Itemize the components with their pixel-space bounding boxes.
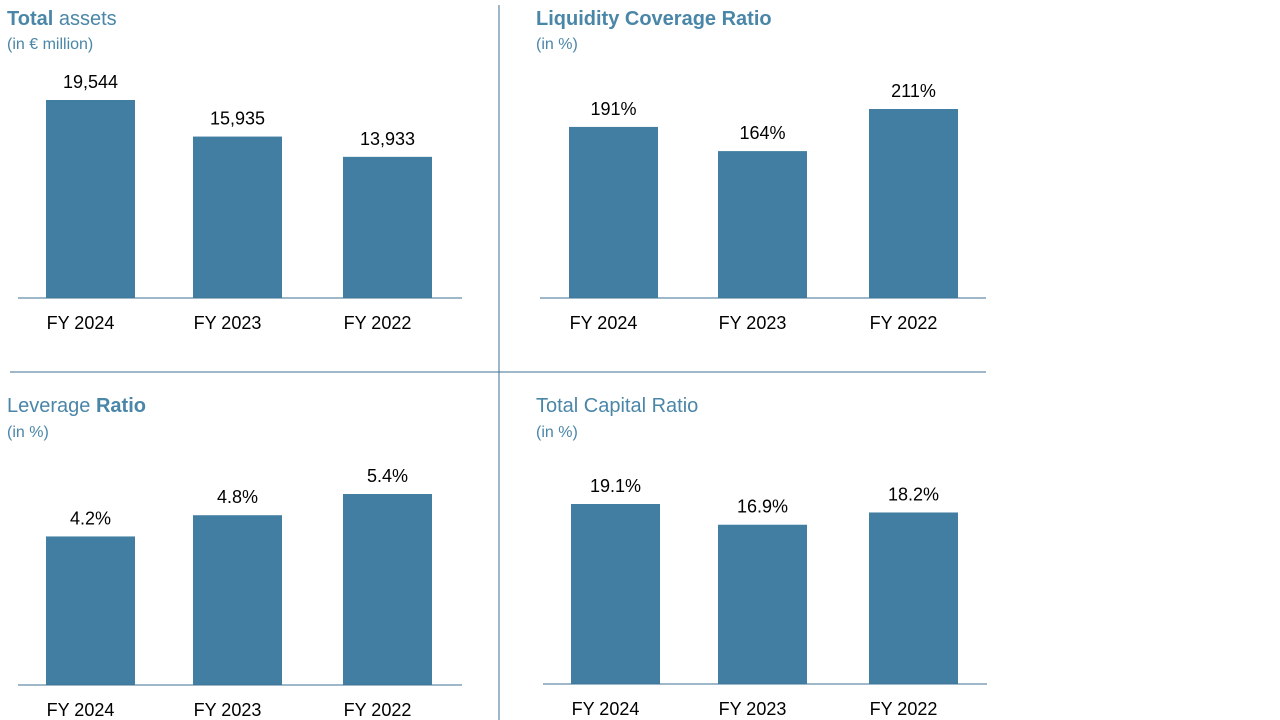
category-label: FY 2023 bbox=[719, 699, 787, 719]
category-label: FY 2022 bbox=[344, 700, 412, 720]
category-label: FY 2024 bbox=[47, 700, 115, 720]
bar-fy-2022 bbox=[343, 156, 432, 298]
chart-title: Total Capital Ratio bbox=[536, 395, 698, 417]
bar-fy-2023 bbox=[193, 515, 282, 685]
chart-title-text: Leverage bbox=[7, 395, 96, 417]
data-label: 13,933 bbox=[360, 129, 415, 149]
chart-title-bold: Liquidity Coverage Ratio bbox=[536, 8, 772, 30]
chart-panel-3: Leverage Ratio (in %) 4.2% FY 2024 4.8% FY 20… bbox=[7, 395, 462, 720]
category-label: FY 2024 bbox=[47, 313, 115, 333]
chart-title-text: Total Capital Ratio bbox=[536, 395, 698, 417]
data-label: 211% bbox=[891, 81, 936, 101]
category-label: FY 2023 bbox=[194, 313, 262, 333]
chart-title: Liquidity Coverage Ratio bbox=[536, 8, 772, 30]
data-label: 191% bbox=[590, 99, 636, 119]
chart-panel-4: Total Capital Ratio (in %) 19.1% FY 2024 16.… bbox=[536, 395, 987, 719]
category-label: FY 2024 bbox=[572, 699, 640, 719]
data-label: 18.2% bbox=[888, 484, 939, 504]
bar-fy-2024 bbox=[571, 504, 660, 684]
data-label: 16.9% bbox=[737, 497, 788, 517]
data-label: 15,935 bbox=[210, 109, 265, 129]
chart-subtitle: (in %) bbox=[536, 424, 578, 441]
bar-fy-2024 bbox=[46, 536, 135, 685]
chart-title-bold: Ratio bbox=[96, 395, 146, 417]
bar-fy-2024 bbox=[46, 100, 135, 298]
chart-title: Total assets bbox=[7, 8, 117, 30]
bar-fy-2022 bbox=[343, 494, 432, 685]
bar-fy-2023 bbox=[718, 524, 807, 684]
chart-panel-1: Total assets (in € million) 19,544 FY 2024 1… bbox=[7, 8, 462, 333]
bar-fy-2023 bbox=[193, 136, 282, 298]
category-label: FY 2023 bbox=[719, 313, 787, 333]
data-label: 5.4% bbox=[367, 466, 408, 486]
data-label: 19.1% bbox=[590, 476, 641, 496]
chart-title-bold: Total bbox=[7, 8, 53, 30]
data-label: 4.8% bbox=[217, 487, 258, 507]
chart-panel-2: Liquidity Coverage Ratio (in %) 191% FY 202… bbox=[536, 8, 986, 333]
category-label: FY 2022 bbox=[344, 313, 412, 333]
data-label: 164% bbox=[739, 123, 785, 143]
category-label: FY 2022 bbox=[870, 313, 938, 333]
chart-subtitle: (in %) bbox=[7, 424, 49, 441]
category-label: FY 2023 bbox=[194, 700, 262, 720]
bar-fy-2023 bbox=[718, 151, 807, 298]
data-label: 19,544 bbox=[63, 72, 118, 92]
category-label: FY 2024 bbox=[570, 313, 638, 333]
bar-fy-2022 bbox=[869, 512, 958, 684]
bar-fy-2022 bbox=[869, 109, 958, 298]
chart-subtitle: (in %) bbox=[536, 36, 578, 53]
data-label: 4.2% bbox=[70, 508, 111, 528]
chart-title-text: assets bbox=[53, 8, 116, 30]
bar-fy-2024 bbox=[569, 126, 658, 298]
chart-title: Leverage Ratio bbox=[7, 395, 146, 417]
chart-subtitle: (in € million) bbox=[7, 36, 93, 53]
category-label: FY 2022 bbox=[870, 699, 938, 719]
